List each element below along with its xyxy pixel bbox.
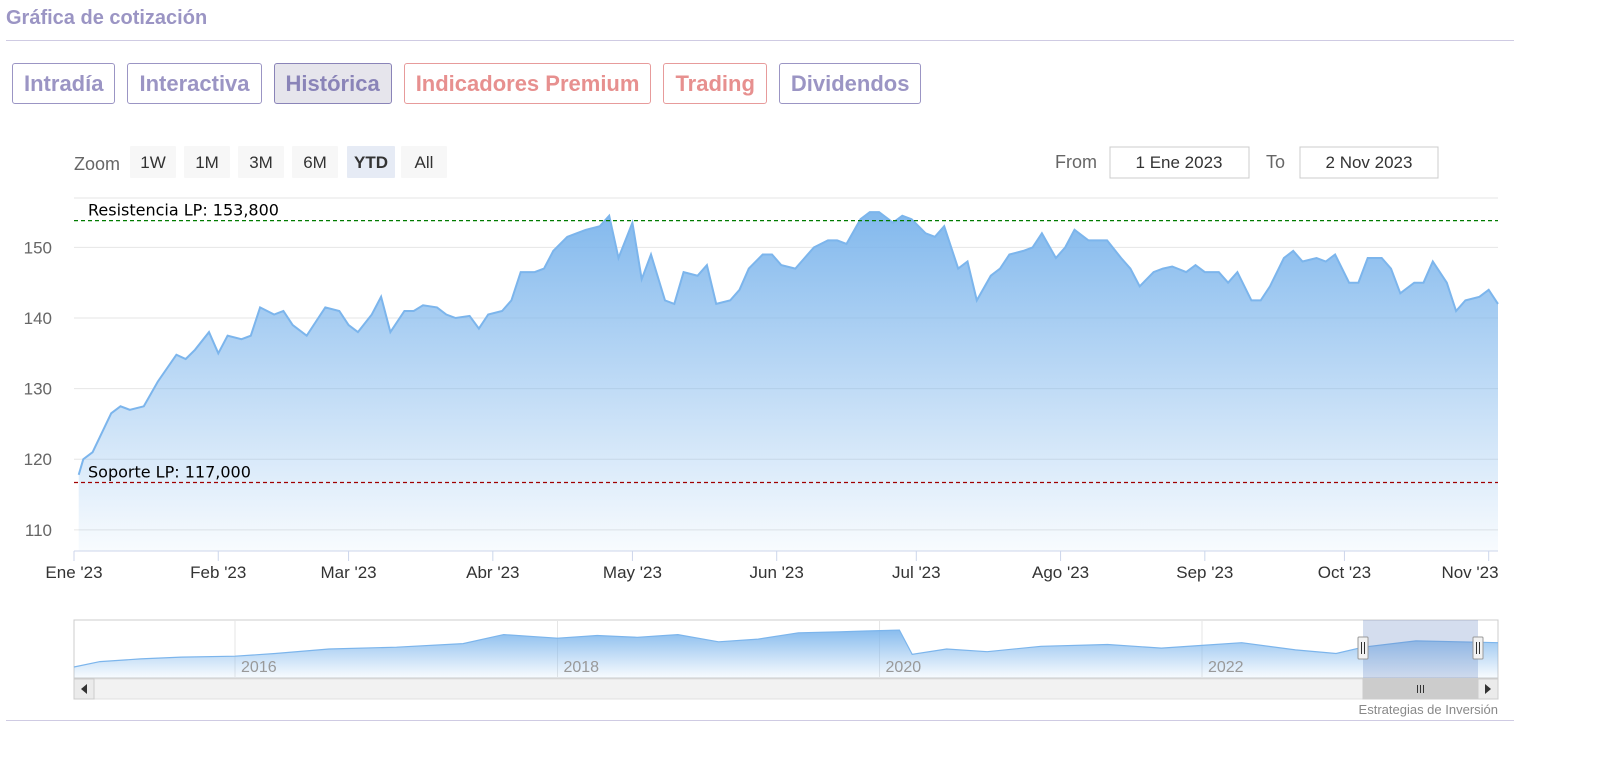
scrollbar[interactable]	[73, 678, 1499, 700]
navigator-labels: 2016 2018 2020 2022	[241, 659, 1244, 676]
zoom-button-3m[interactable]: 3M	[238, 146, 284, 178]
x-tick-label: Ago '23	[1032, 563, 1089, 582]
navigator[interactable]: 2016 2018 2020 2022	[73, 619, 1499, 679]
x-tick-label: Jul '23	[892, 563, 941, 582]
chart-credits: Estrategias de Inversión	[1359, 702, 1498, 717]
title-divider	[6, 40, 1514, 41]
scrollbar-track	[73, 678, 1499, 700]
navigator-line	[73, 629, 1499, 668]
plot-line-label: Resistencia LP: 153,800	[88, 201, 279, 220]
scroll-left-button[interactable]	[73, 678, 95, 700]
chart-tabs: Intradía Interactiva Histórica Indicadores …	[12, 63, 922, 104]
price-area	[78, 212, 1499, 551]
x-tick-label: Jun '23	[750, 563, 804, 582]
x-tick-label: Abr '23	[466, 563, 519, 582]
y-tick-label: 110	[25, 521, 52, 540]
handle-body	[1357, 636, 1369, 660]
range-selector: Zoom 1W 1M 3M 6M YTD All From 1 Ene 2023 To 2…	[74, 146, 1439, 179]
zoom-button-all[interactable]: All	[401, 146, 447, 178]
tab-trading[interactable]: Trading	[663, 63, 767, 104]
plot-lines: Resistencia LP: 153,800 Soporte LP: 117,0…	[74, 201, 1498, 484]
x-tick-label: Ene '23	[45, 563, 102, 582]
page-title: Gráfica de cotización	[6, 7, 208, 29]
zoom-button-1w[interactable]: 1W	[130, 146, 176, 178]
x-tick-label: Feb '23	[190, 563, 246, 582]
navigator-area	[74, 630, 1498, 678]
bottom-divider	[6, 720, 1514, 721]
zoom-button-label: 1M	[195, 153, 219, 172]
from-date-value: 1 Ene 2023	[1136, 153, 1223, 172]
zoom-button-1m[interactable]: 1M	[184, 146, 230, 178]
y-tick-label: 150	[24, 238, 52, 257]
navigator-selection[interactable]	[1363, 620, 1478, 678]
to-date-input[interactable]: 2 Nov 2023	[1299, 146, 1439, 179]
tab-indicadores-premium[interactable]: Indicadores Premium	[403, 63, 652, 104]
tab-intradía[interactable]: Intradía	[12, 63, 116, 104]
from-label: From	[1055, 152, 1097, 172]
to-date-value: 2 Nov 2023	[1326, 153, 1413, 172]
scroll-right-button[interactable]	[1477, 678, 1499, 700]
navigator-year-label: 2016	[241, 659, 277, 676]
x-tick-label: Oct '23	[1318, 563, 1371, 582]
navigator-year-label: 2018	[563, 659, 599, 676]
plot-line-label: Soporte LP: 117,000	[88, 463, 251, 482]
zoom-button-ytd[interactable]: YTD	[347, 146, 395, 178]
y-tick-label: 130	[24, 380, 52, 399]
navigator-year-label: 2020	[886, 659, 922, 676]
from-date-input[interactable]: 1 Ene 2023	[1109, 146, 1250, 179]
zoom-label: Zoom	[74, 154, 120, 174]
zoom-button-label: 1W	[140, 153, 166, 172]
to-label: To	[1266, 152, 1285, 172]
zoom-button-label: YTD	[354, 153, 388, 172]
x-tick-label: May '23	[603, 563, 662, 582]
y-axis-labels: 110 120 130 140 150	[24, 238, 52, 539]
tab-interactiva[interactable]: Interactiva	[127, 63, 262, 104]
x-tick-label: Sep '23	[1176, 563, 1233, 582]
navigator-handle-left[interactable]	[1357, 636, 1369, 660]
zoom-button-6m[interactable]: 6M	[292, 146, 338, 178]
navigator-handle-right[interactable]	[1472, 636, 1484, 660]
y-tick-label: 140	[24, 309, 52, 328]
zoom-button-label: 6M	[303, 153, 327, 172]
tab-histórica[interactable]: Histórica	[273, 63, 392, 104]
x-tick-label: Nov '23	[1441, 563, 1498, 582]
x-axis-ticks: Ene '23 Feb '23 Mar '23 Abr '23 May '23 Jun '…	[45, 551, 1499, 582]
tab-dividendos[interactable]: Dividendos	[778, 63, 922, 104]
zoom-button-label: All	[415, 153, 434, 172]
x-tick-label: Mar '23	[320, 563, 376, 582]
price-line	[77, 211, 1499, 476]
navigator-year-label: 2022	[1208, 659, 1244, 676]
scrollbar-thumb[interactable]	[1362, 678, 1479, 700]
zoom-button-label: 3M	[249, 153, 273, 172]
handle-body	[1472, 636, 1484, 660]
y-tick-label: 120	[24, 450, 52, 469]
